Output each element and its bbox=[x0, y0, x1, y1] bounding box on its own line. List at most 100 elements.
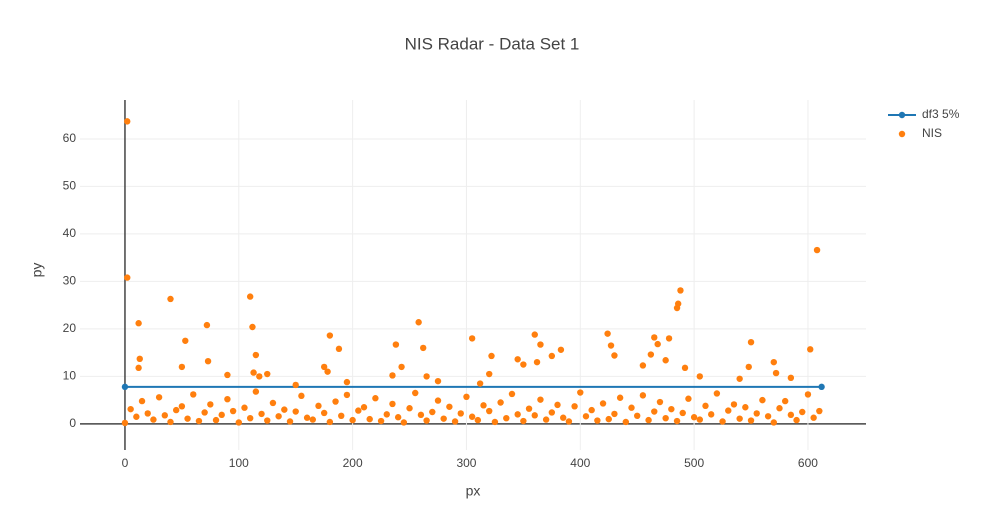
data-point bbox=[810, 414, 817, 421]
legend-label: NIS bbox=[922, 126, 942, 140]
data-point bbox=[167, 418, 174, 426]
data-point bbox=[673, 417, 681, 425]
data-point bbox=[486, 407, 493, 415]
x-tick-label: 0 bbox=[122, 456, 129, 470]
data-point bbox=[531, 412, 538, 419]
data-point bbox=[292, 408, 299, 415]
data-point bbox=[508, 390, 516, 398]
legend-marker bbox=[898, 130, 906, 138]
data-point bbox=[503, 414, 510, 422]
data-point bbox=[533, 358, 541, 366]
data-point bbox=[537, 396, 544, 403]
data-point bbox=[468, 335, 476, 342]
y-tick-label: 10 bbox=[63, 369, 77, 383]
y-tick-label: 50 bbox=[63, 179, 77, 193]
data-point bbox=[639, 362, 647, 369]
data-point bbox=[258, 410, 265, 418]
data-point bbox=[195, 417, 203, 425]
data-point bbox=[398, 363, 405, 371]
data-point bbox=[804, 391, 812, 398]
x-tick-label: 500 bbox=[684, 456, 704, 470]
data-point bbox=[690, 414, 698, 421]
data-point bbox=[607, 342, 615, 349]
data-point bbox=[315, 402, 322, 410]
data-point bbox=[622, 418, 630, 426]
data-point bbox=[764, 413, 772, 420]
data-point bbox=[360, 404, 368, 411]
data-point bbox=[150, 416, 157, 423]
data-point bbox=[349, 416, 356, 424]
data-point bbox=[787, 374, 795, 382]
data-point bbox=[497, 399, 504, 406]
data-point bbox=[135, 320, 142, 327]
data-point bbox=[229, 407, 237, 415]
legend-label: df3 5% bbox=[922, 107, 960, 121]
data-point bbox=[235, 419, 242, 426]
x-axis-title: px bbox=[466, 483, 481, 499]
data-point bbox=[286, 418, 294, 425]
data-point bbox=[250, 369, 257, 376]
data-point bbox=[355, 407, 362, 414]
data-point bbox=[133, 413, 140, 420]
data-point bbox=[480, 402, 487, 409]
data-point bbox=[651, 408, 658, 415]
data-point bbox=[190, 391, 197, 398]
x-tick-label: 600 bbox=[798, 456, 818, 470]
data-point bbox=[656, 398, 664, 406]
data-point bbox=[514, 411, 521, 418]
data-point bbox=[548, 409, 556, 416]
data-point bbox=[537, 341, 544, 348]
data-point bbox=[161, 412, 169, 419]
data-point bbox=[520, 361, 527, 368]
data-point bbox=[269, 399, 277, 407]
data-point bbox=[616, 394, 624, 401]
data-point bbox=[201, 409, 208, 416]
data-point bbox=[203, 321, 211, 329]
data-point bbox=[520, 417, 527, 425]
data-point bbox=[264, 417, 271, 424]
data-point bbox=[651, 334, 658, 341]
data-point bbox=[218, 411, 225, 419]
data-point bbox=[429, 408, 436, 416]
data-point bbox=[681, 364, 689, 372]
data-point bbox=[256, 373, 263, 380]
data-point bbox=[457, 410, 464, 417]
data-point bbox=[446, 403, 453, 410]
data-point bbox=[155, 394, 163, 401]
data-point bbox=[514, 356, 521, 363]
data-point bbox=[366, 415, 373, 423]
data-point bbox=[770, 419, 777, 426]
y-tick-label: 60 bbox=[63, 131, 77, 145]
data-point bbox=[611, 410, 618, 418]
data-point bbox=[742, 404, 749, 411]
data-point bbox=[326, 332, 334, 339]
data-point bbox=[736, 415, 743, 422]
data-point bbox=[565, 418, 573, 425]
data-point bbox=[326, 418, 334, 426]
data-point bbox=[662, 414, 669, 422]
data-point bbox=[588, 406, 595, 414]
data-point bbox=[303, 414, 311, 421]
data-point bbox=[423, 373, 430, 380]
data-point bbox=[605, 415, 612, 423]
data-point bbox=[212, 416, 220, 424]
data-point bbox=[394, 414, 402, 421]
data-point bbox=[747, 338, 755, 346]
data-point bbox=[554, 401, 561, 409]
data-point bbox=[320, 363, 328, 371]
data-point bbox=[124, 274, 131, 281]
data-point bbox=[184, 415, 191, 422]
data-point bbox=[309, 416, 316, 423]
data-point bbox=[124, 118, 131, 125]
data-point bbox=[389, 372, 396, 379]
data-point bbox=[417, 411, 425, 419]
data-point bbox=[542, 416, 550, 423]
data-point bbox=[719, 418, 726, 425]
data-point bbox=[770, 358, 777, 366]
data-point bbox=[486, 370, 493, 378]
data-point bbox=[696, 373, 704, 380]
data-point bbox=[577, 389, 584, 396]
y-tick-label: 40 bbox=[63, 226, 77, 240]
data-point bbox=[713, 390, 721, 397]
data-point bbox=[224, 395, 231, 403]
